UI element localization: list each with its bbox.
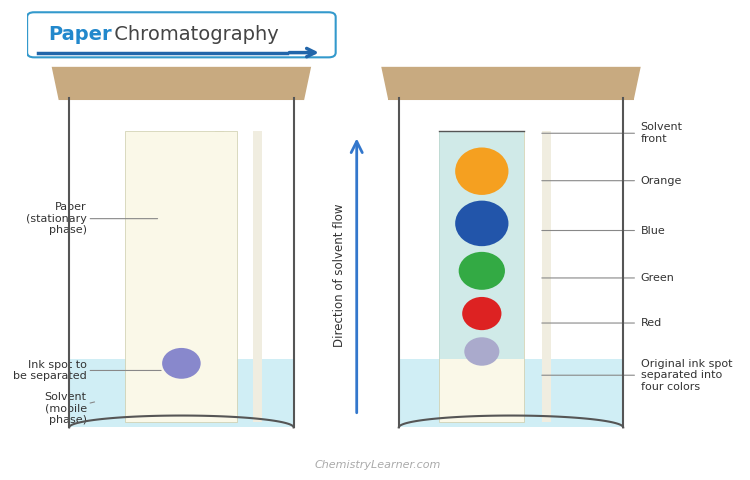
Text: Blue: Blue: [640, 226, 665, 236]
Ellipse shape: [462, 297, 502, 330]
Polygon shape: [69, 97, 293, 427]
Text: Chromatography: Chromatography: [108, 24, 278, 44]
FancyBboxPatch shape: [388, 69, 634, 100]
Ellipse shape: [459, 252, 505, 290]
Text: Ink spot to
be separated: Ink spot to be separated: [13, 360, 87, 381]
Text: Orange: Orange: [640, 176, 682, 186]
FancyBboxPatch shape: [506, 131, 515, 422]
Polygon shape: [399, 359, 623, 427]
Ellipse shape: [455, 147, 509, 195]
FancyBboxPatch shape: [58, 69, 304, 100]
Text: Red: Red: [640, 318, 662, 328]
Text: Original ink spot
separated into
four colors: Original ink spot separated into four co…: [640, 359, 732, 392]
Polygon shape: [399, 97, 623, 427]
FancyBboxPatch shape: [27, 12, 336, 57]
Text: Solvent
(mobile
phase): Solvent (mobile phase): [44, 392, 87, 425]
Polygon shape: [69, 359, 293, 427]
Ellipse shape: [455, 201, 509, 246]
Polygon shape: [381, 67, 640, 100]
FancyBboxPatch shape: [542, 131, 551, 422]
Polygon shape: [52, 67, 311, 100]
Text: Green: Green: [640, 273, 674, 283]
FancyBboxPatch shape: [125, 131, 238, 422]
Text: Paper
(stationary
phase): Paper (stationary phase): [26, 202, 87, 235]
Text: ChemistryLearner.com: ChemistryLearner.com: [314, 460, 441, 470]
Ellipse shape: [162, 348, 201, 379]
FancyBboxPatch shape: [440, 131, 524, 422]
Text: Direction of solvent flow: Direction of solvent flow: [333, 204, 346, 348]
FancyBboxPatch shape: [254, 131, 262, 422]
Text: Paper: Paper: [48, 24, 112, 44]
FancyBboxPatch shape: [215, 131, 224, 422]
FancyBboxPatch shape: [440, 131, 524, 359]
Ellipse shape: [464, 337, 500, 366]
Text: Solvent
front: Solvent front: [640, 122, 682, 144]
